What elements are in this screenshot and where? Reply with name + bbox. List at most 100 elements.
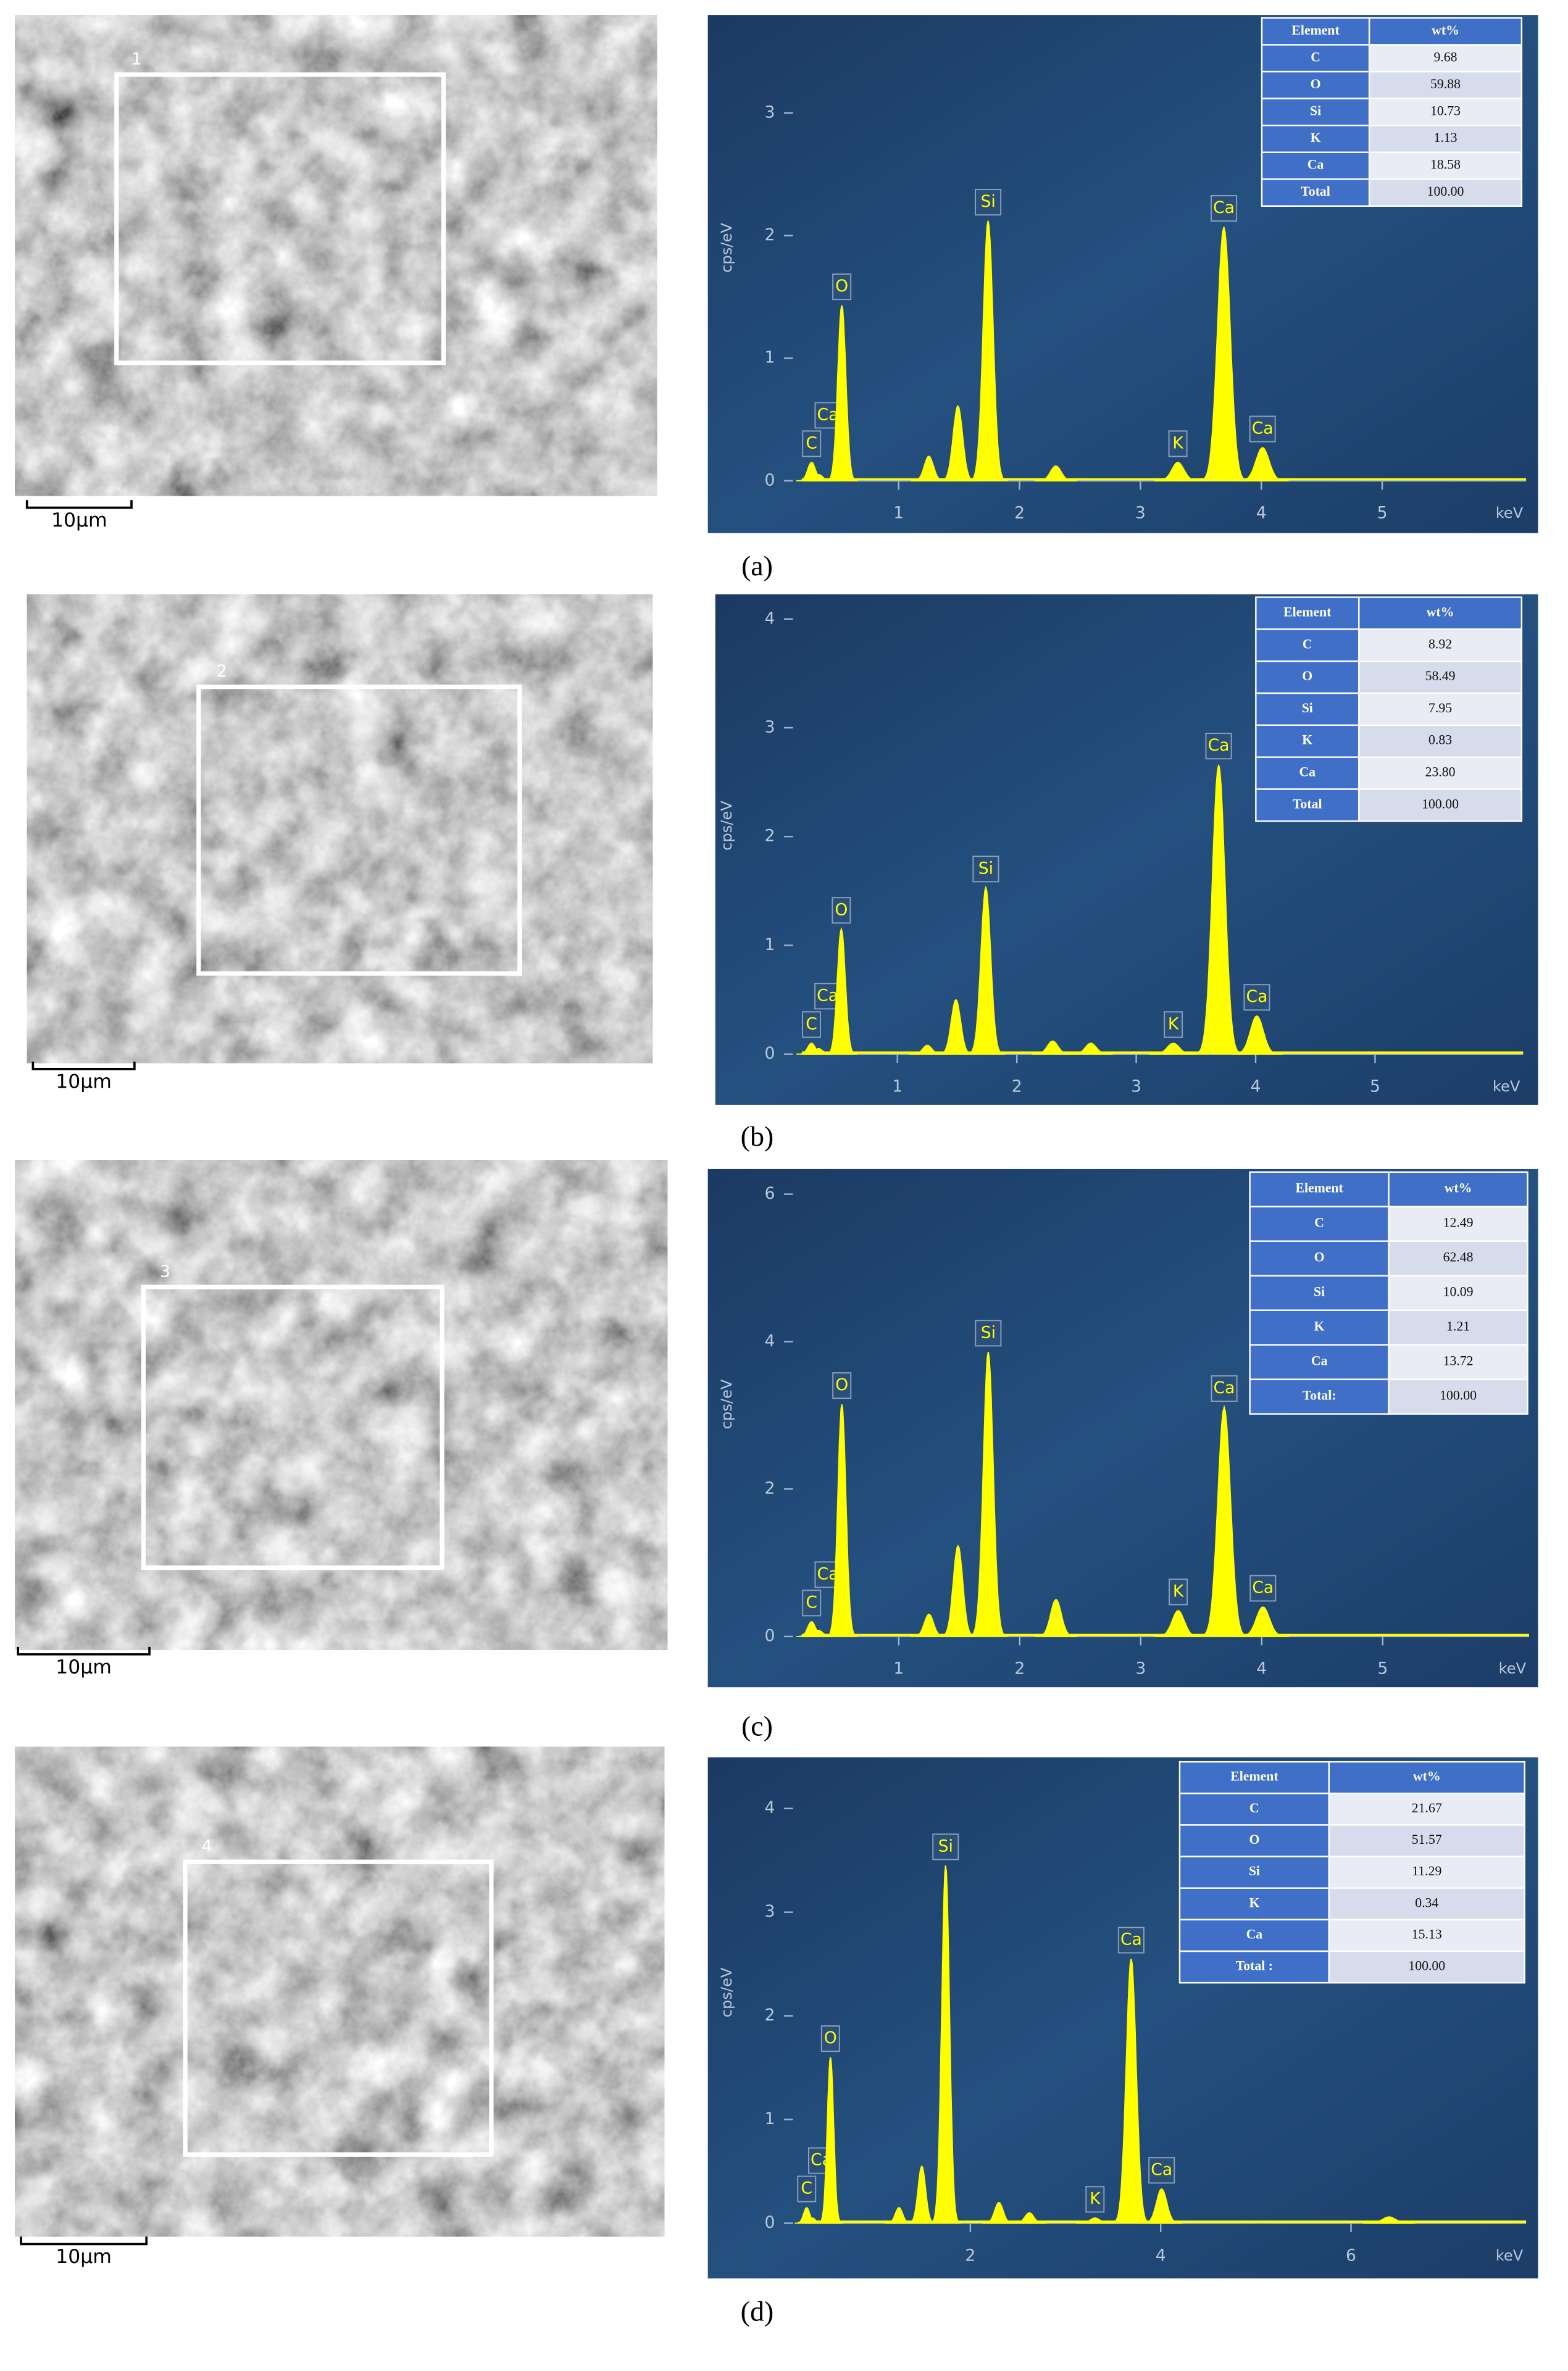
sem-image [15,1746,665,2237]
table-text: Total : [1236,1959,1273,1973]
y-tick-label: 0 [765,1626,775,1645]
peak-label: O [835,1375,848,1394]
table-cell [1328,1793,1525,1826]
table-cell [1178,1824,1330,1857]
peak [1069,1042,1113,1055]
table-text: Si [1302,701,1313,715]
table-text: C [1314,1215,1324,1230]
peak-label-box [972,856,999,883]
x-tick-label: 4 [1251,1077,1261,1096]
peak [1231,1015,1283,1055]
peak [825,1404,858,1637]
peak-label-box [1210,194,1238,222]
peak-label: C [806,433,817,452]
table-text: Total: [1303,1388,1337,1403]
peak [1076,2217,1114,2224]
peak-label-box [1243,984,1270,1011]
y-tick-label: 4 [765,609,775,628]
table-text: O [1314,1250,1325,1265]
x-tick-label: 3 [1135,504,1146,523]
table-text: C [1311,49,1320,64]
peak [1111,1958,1151,2224]
table-cell [1178,1950,1330,1984]
table-cell [1328,1950,1525,1984]
peak [939,404,977,481]
table-text: O [1311,77,1321,91]
table-cell [1249,1206,1390,1242]
table-text: 11.29 [1412,1864,1441,1878]
table-text: 100.00 [1440,1388,1477,1403]
peak-label-box [832,273,852,301]
table-cell [1368,17,1523,46]
table-cell [1368,178,1523,207]
table-cell [1358,596,1523,630]
peak-label: K [1168,1014,1179,1033]
analysis-region [114,72,446,365]
peak [817,2057,844,2224]
table-text: 8.92 [1428,636,1452,651]
peak [1035,1599,1078,1637]
peak [1199,1404,1249,1637]
table-cell [1255,724,1360,758]
peak-label: Si [981,1323,996,1342]
table-text: Element [1291,23,1340,38]
peak [1193,764,1244,1055]
peak-label: O [835,900,848,919]
table-text: 100.00 [1408,1959,1445,1973]
table-text: 15.13 [1412,1927,1442,1941]
peak-label: O [835,277,848,296]
table-text: wt% [1427,604,1454,619]
table-text: 100.00 [1422,796,1459,811]
peak-label-box [820,2025,840,2052]
y-tick-label: 1 [765,2109,775,2128]
peak-label-box [1085,2186,1105,2213]
peak-label: C [806,1593,817,1612]
table-text: 21.67 [1412,1801,1442,1815]
y-tick-label: 0 [765,470,775,490]
x-tick-label: 1 [893,1659,904,1678]
table-text: 51.57 [1412,1832,1442,1847]
y-tick-label: 3 [765,717,775,736]
table-text: Element [1283,604,1332,619]
peak-label-box [975,1320,1002,1347]
peak-label: Ca [1214,1378,1235,1398]
sem-image [15,1160,668,1650]
table-cell [1368,151,1523,180]
table-text: Ca [1299,765,1316,780]
table-text: 7.95 [1428,701,1452,715]
peak-label: Ca [1151,2160,1172,2179]
peak-label-box [802,430,822,457]
y-tick-label: 1 [765,935,775,954]
y-tick-label: 3 [765,1902,775,1921]
x-tick-label: 2 [1014,1659,1025,1678]
peak-label: K [1090,2189,1101,2208]
y-tick-label: 0 [765,2213,775,2232]
table-cell [1388,1378,1528,1415]
table-text: 1.13 [1433,130,1457,145]
table-text: Ca [1311,1354,1328,1369]
scale-bar [17,1646,151,1656]
peak [1034,465,1077,481]
peak [1362,2216,1416,2224]
scale-label: 10μm [56,2246,112,2268]
peak [1236,447,1289,481]
table-cell [1255,692,1360,727]
peak-label-box [797,2175,817,2202]
y-axis-label: cps/eV [718,801,735,851]
table-text: 23.80 [1425,765,1456,780]
peak [969,1352,1008,1637]
table-text: 0.34 [1415,1895,1438,1910]
peak [825,927,857,1055]
table-text: K [1249,1895,1259,1910]
table-text: 10.09 [1443,1285,1474,1299]
y-tick-label: 6 [765,1184,775,1203]
peak-label-box [1169,1578,1188,1606]
region-number: 3 [160,1262,170,1281]
table-cell [1358,628,1523,662]
x-tick-label: 1 [892,1077,903,1096]
y-tick-label: 0 [765,1044,775,1063]
peak [1198,227,1249,481]
peak-label-box [975,189,1002,216]
table-text: Total [1301,184,1330,199]
